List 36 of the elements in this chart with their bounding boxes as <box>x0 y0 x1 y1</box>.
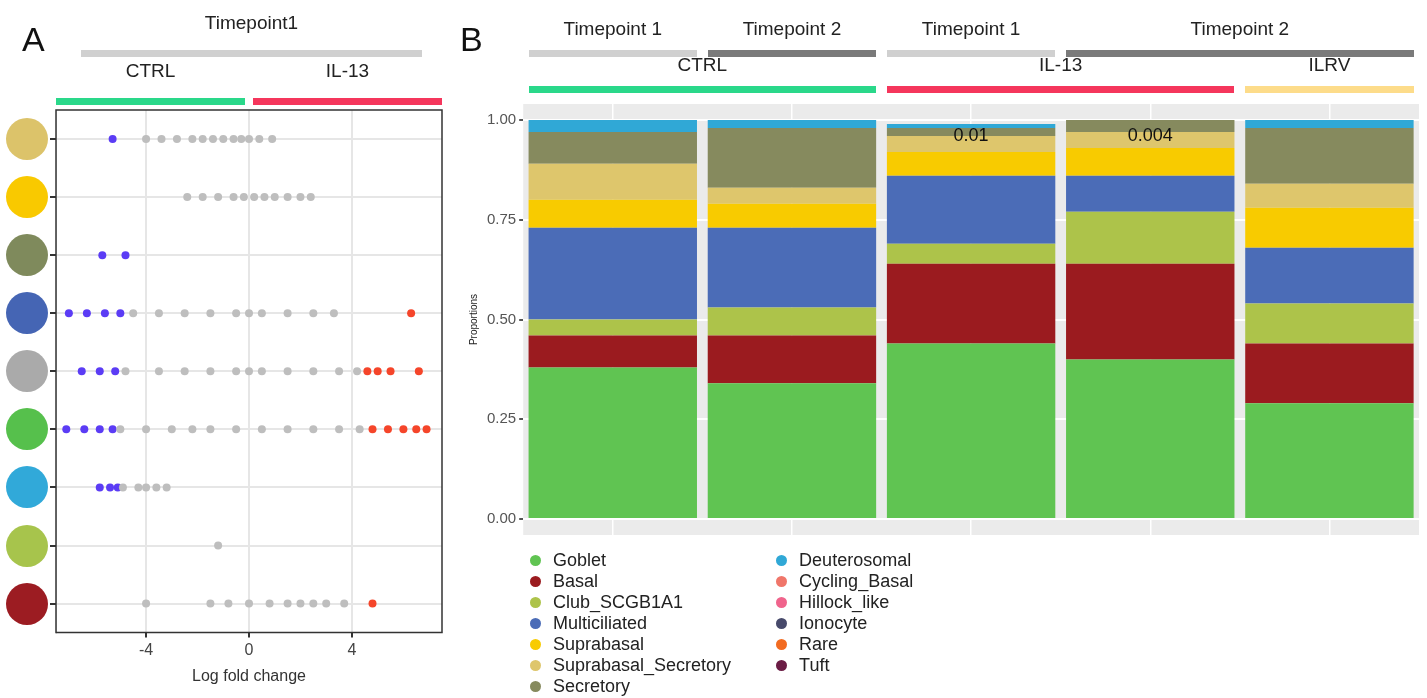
legend-label: Basal <box>552 571 600 592</box>
text: ILRV <box>1307 54 1352 76</box>
text: Timepoint 2 <box>1189 18 1291 40</box>
text: CTRL <box>676 54 729 76</box>
chart-title: B <box>460 20 483 59</box>
legend-label: Club_SCGB1A1 <box>552 592 685 613</box>
legend-label: Suprabasal <box>552 634 646 655</box>
text: IL-13 <box>1038 54 1084 76</box>
y-tick-label: 0.25 <box>486 409 517 427</box>
y-axis-title: Proportions <box>467 293 479 346</box>
legend-label: Tuft <box>798 655 831 676</box>
legend-label: Multiciliated <box>552 613 649 634</box>
legend-label: Goblet <box>552 550 608 571</box>
legend-label: Deuterosomal <box>798 550 913 571</box>
x-tick-label: 4 <box>347 640 357 658</box>
text: IL-13 <box>324 60 371 82</box>
text: CTRL <box>124 60 177 82</box>
text: Timepoint 1 <box>920 18 1022 40</box>
x-tick-label: 0 <box>244 640 254 658</box>
text: Timepoint1 <box>203 12 300 34</box>
chart-title: A <box>22 20 45 59</box>
legend-label: Secretory <box>552 676 632 697</box>
x-axis-title: Log fold change <box>192 666 307 684</box>
y-tick-label: 0.00 <box>486 509 517 527</box>
y-tick-label: 0.75 <box>486 209 517 227</box>
y-tick-label: 1.00 <box>486 110 517 128</box>
legend-label: Rare <box>798 634 840 655</box>
text: Timepoint 1 <box>562 18 664 40</box>
legend-label: Suprabasal_Secretory <box>552 655 732 676</box>
legend-label: Ionocyte <box>798 613 869 634</box>
annotation: 0.004 <box>1127 124 1173 145</box>
y-tick-label: 0.50 <box>486 309 517 327</box>
text: Timepoint 2 <box>741 18 843 40</box>
x-tick-label: -4 <box>138 640 154 658</box>
legend-label: Hillock_like <box>798 592 891 613</box>
legend-label: Cycling_Basal <box>798 571 914 592</box>
